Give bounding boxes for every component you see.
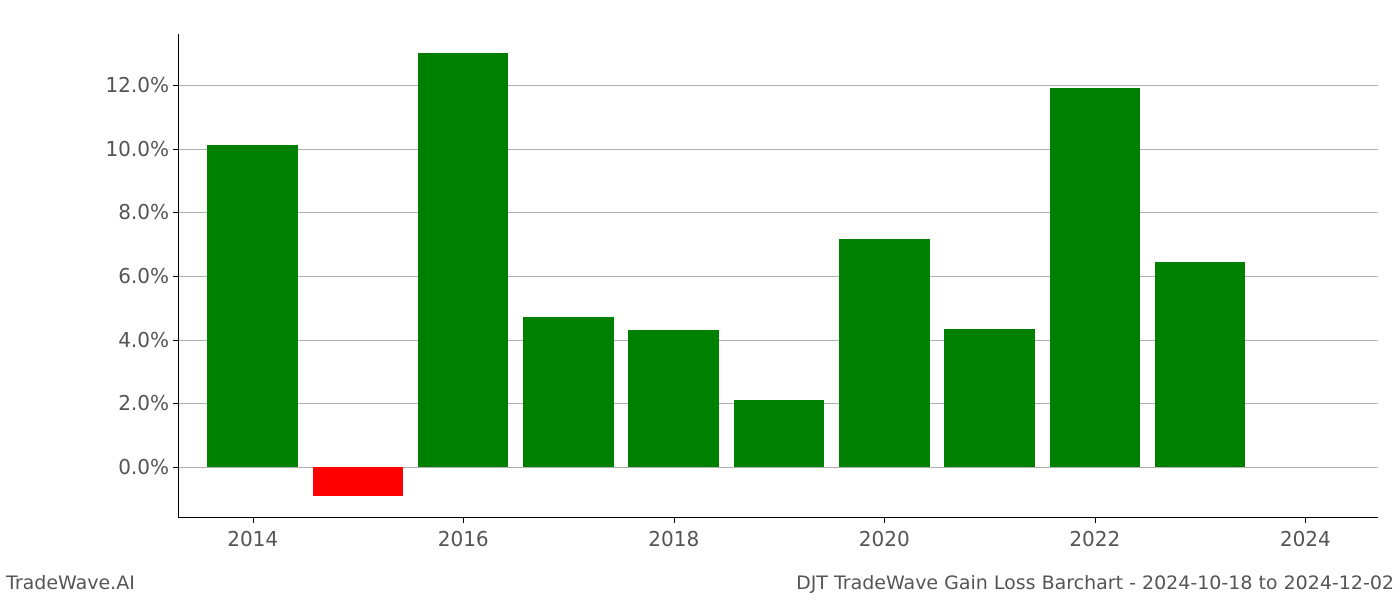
bar xyxy=(313,467,404,496)
bar xyxy=(628,330,719,467)
bar xyxy=(418,53,509,467)
grid-line xyxy=(179,85,1378,86)
grid-line xyxy=(179,149,1378,150)
bar xyxy=(523,317,614,467)
x-tick-label: 2024 xyxy=(1280,517,1331,551)
bar xyxy=(1050,88,1141,467)
y-tick-label: 10.0% xyxy=(105,137,179,161)
y-tick-label: 2.0% xyxy=(118,391,179,415)
y-tick-label: 0.0% xyxy=(118,455,179,479)
chart-container: 0.0% 2.0% 4.0% 6.0% 8.0% 10.0% 12.0% 2014 2016 20… xyxy=(0,0,1400,600)
bar xyxy=(207,145,298,467)
x-tick-label: 2020 xyxy=(859,517,910,551)
x-tick-label: 2018 xyxy=(648,517,699,551)
x-tick-label: 2014 xyxy=(227,517,278,551)
bar xyxy=(734,400,825,467)
plot-area: 0.0%2.0%4.0%6.0%8.0%10.0%12.0%2014201620… xyxy=(178,34,1378,518)
bar xyxy=(944,329,1035,468)
footer-right-text: DJT TradeWave Gain Loss Barchart - 2024-… xyxy=(796,572,1394,594)
x-tick-label: 2022 xyxy=(1069,517,1120,551)
grid-line xyxy=(179,212,1378,213)
y-tick-label: 8.0% xyxy=(118,200,179,224)
y-tick-label: 12.0% xyxy=(105,73,179,97)
y-tick-label: 4.0% xyxy=(118,328,179,352)
x-tick-label: 2016 xyxy=(438,517,489,551)
y-tick-label: 6.0% xyxy=(118,264,179,288)
bar xyxy=(839,239,930,467)
footer-left-text: TradeWave.AI xyxy=(6,572,135,594)
bar xyxy=(1155,262,1246,467)
